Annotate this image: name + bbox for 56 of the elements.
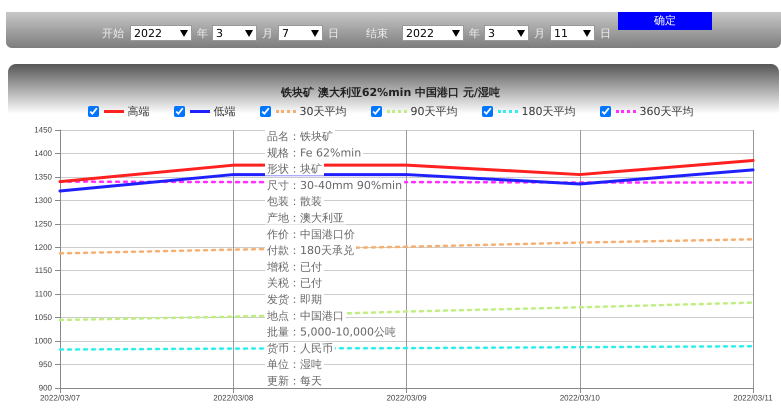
legend-label: 低端 — [214, 104, 236, 119]
chart-title: 铁块矿 澳大利亚62%min 中国港口 元/湿吨 — [280, 86, 500, 99]
text: 3 — [216, 27, 223, 40]
y-tick-label: 1450 — [34, 126, 53, 134]
y-tick-label: 1050 — [34, 313, 53, 322]
annotation: 发货：即期 — [267, 293, 322, 306]
text: 月 — [262, 27, 273, 40]
y-tick-label: 900 — [38, 384, 53, 392]
annotation: 批量：5,000-10,000公吨 — [267, 326, 396, 339]
annotation: 货币：人民币 — [267, 342, 333, 355]
text: 11 — [554, 27, 568, 40]
annotation: 关税：已付 — [267, 276, 322, 290]
text: 结束 — [366, 27, 388, 40]
annotation: 产地：澳大利亚 — [267, 212, 344, 224]
annotation: 尺寸：30-40mm 90%min — [267, 178, 402, 192]
annotation: 形状：块矿 — [267, 162, 322, 176]
line-series — [58, 238, 754, 255]
legend-label: 高端 — [128, 104, 150, 119]
x-tick-label: 2022/03/11 — [733, 394, 774, 402]
y-tick-label: 1350 — [34, 172, 53, 182]
legend-label: 90天平均 — [410, 104, 458, 119]
annotation: 品名：铁块矿 — [267, 130, 333, 143]
x-tick-label: 2022/03/10 — [560, 394, 600, 402]
text: 月 — [534, 27, 545, 40]
text: 日 — [600, 27, 611, 40]
text: 日 — [328, 27, 339, 40]
x-tick-label: 2022/03/08 — [213, 394, 254, 402]
y-tick-label: 1100 — [34, 290, 53, 299]
legend-label: 360天平均 — [640, 104, 694, 119]
annotation: 包装：散装 — [267, 195, 322, 208]
y-tick-label: 1000 — [34, 336, 53, 346]
text: 年 — [469, 27, 480, 40]
y-tick-label: 1300 — [34, 196, 53, 205]
y-tick-label: 1250 — [34, 219, 53, 228]
y-tick-label: 950 — [38, 360, 53, 370]
y-tick-label: 1400 — [34, 148, 53, 158]
annotation: 增税：已付 — [266, 260, 322, 274]
annotation: 作价：中国港口价 — [266, 228, 355, 241]
text: 2022 — [134, 27, 162, 40]
text: 年 — [197, 27, 208, 40]
text: 3 — [488, 27, 495, 40]
text: 2022 — [406, 27, 434, 40]
x-tick-label: 2022/03/07 — [40, 394, 81, 402]
annotation: 付款：180天承兑 — [267, 244, 354, 258]
legend-label: 180天平均 — [522, 104, 576, 119]
y-tick-label: 1150 — [34, 266, 53, 276]
annotation: 单位：湿吨 — [267, 358, 322, 372]
x-tick-label: 2022/03/09 — [386, 394, 428, 402]
annotation: 规格：Fe 62%min — [267, 146, 362, 160]
text: 确定 — [618, 12, 712, 30]
text: 7 — [282, 27, 289, 40]
legend-label: 30天平均 — [300, 104, 346, 119]
y-tick-label: 1200 — [34, 242, 53, 252]
annotation: 更新：每天 — [267, 374, 322, 388]
annotation: 地点：中国港口 — [266, 309, 344, 322]
text: 开始 — [102, 27, 124, 40]
